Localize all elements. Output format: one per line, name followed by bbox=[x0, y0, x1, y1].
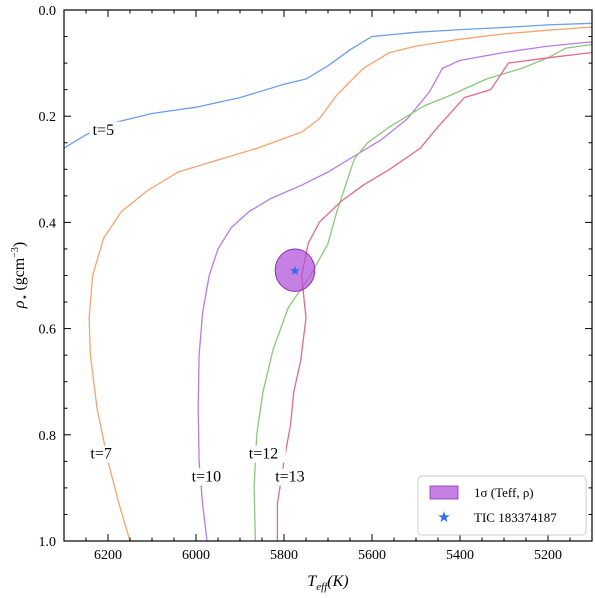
x-axis-title-unit: (K) bbox=[327, 573, 348, 590]
x-tick-label: 5600 bbox=[358, 548, 386, 563]
curve-labels-group: t=5 t=7 t=10 t=12 t=13 bbox=[87, 121, 313, 486]
y-tick-label: 0.0 bbox=[39, 4, 57, 19]
y-axis-title-sub: ⋆ bbox=[19, 294, 31, 301]
x-axis-title-sub: eff bbox=[316, 581, 329, 593]
x-axis-title-main: T bbox=[307, 573, 317, 590]
x-tick-label: 5800 bbox=[270, 548, 298, 563]
curve-label-bg bbox=[188, 468, 229, 486]
series-line-t-10 bbox=[197, 41, 592, 541]
x-tick-label: 5400 bbox=[446, 548, 474, 563]
legend-ellipse-swatch bbox=[429, 485, 459, 500]
plot-frame bbox=[63, 9, 593, 542]
x-tick-label: 5200 bbox=[534, 548, 562, 563]
y-tick-label: 0.4 bbox=[39, 216, 57, 231]
series-line-t-7 bbox=[88, 26, 592, 541]
y-axis-title-exp: −3 bbox=[10, 247, 21, 258]
curve-label-bg bbox=[272, 468, 313, 486]
sigma-ellipse bbox=[274, 248, 316, 292]
y-tick-label: 0.6 bbox=[39, 323, 57, 338]
x-axis-title: Teff(K) bbox=[307, 573, 348, 593]
curve-label-t-5: t=5 bbox=[93, 122, 114, 139]
y-axis-title-close: ) bbox=[11, 242, 28, 247]
curve-label-bg bbox=[245, 445, 286, 463]
curve-label-t-12: t=12 bbox=[249, 446, 278, 463]
series-line-t-5 bbox=[64, 22, 592, 149]
legend: 1σ (Teff, ρ) ★ TIC 183374187 bbox=[417, 475, 587, 536]
y-tick-label: 0.2 bbox=[39, 110, 57, 125]
curve-label-bg bbox=[89, 121, 130, 139]
x-tick-label: 6000 bbox=[182, 548, 210, 563]
legend-ellipse-label: 1σ (Teff, ρ) bbox=[474, 485, 534, 500]
series-line-t-12 bbox=[253, 43, 592, 541]
curve-label-bg bbox=[87, 445, 128, 463]
y-tick-label: 1.0 bbox=[39, 535, 57, 550]
y-axis-title: ρ⋆ (gcm−3) bbox=[10, 242, 31, 309]
legend-frame bbox=[417, 475, 587, 536]
ticks-group: 6200 6000 5800 5600 5400 5200 0.0 0.2 0.4 0.6 0.8 1… bbox=[39, 4, 593, 563]
x-tick-label: 6200 bbox=[94, 548, 122, 563]
ellipse-layer: ★ bbox=[274, 248, 316, 292]
target-star-marker: ★ bbox=[289, 264, 301, 279]
y-tick-label: 0.8 bbox=[39, 429, 57, 444]
y-axis-title-unit: (gcm bbox=[11, 257, 28, 290]
curves-group bbox=[64, 22, 592, 541]
curve-label-t-10: t=10 bbox=[192, 469, 221, 486]
legend-star-icon: ★ bbox=[437, 508, 450, 526]
series-line-t-13 bbox=[276, 51, 592, 541]
y-axis-title-symbol: ρ bbox=[11, 300, 28, 309]
legend-star-label: TIC 183374187 bbox=[474, 510, 557, 525]
curve-label-t-7: t=7 bbox=[90, 446, 111, 463]
curve-label-t-13: t=13 bbox=[275, 469, 304, 486]
